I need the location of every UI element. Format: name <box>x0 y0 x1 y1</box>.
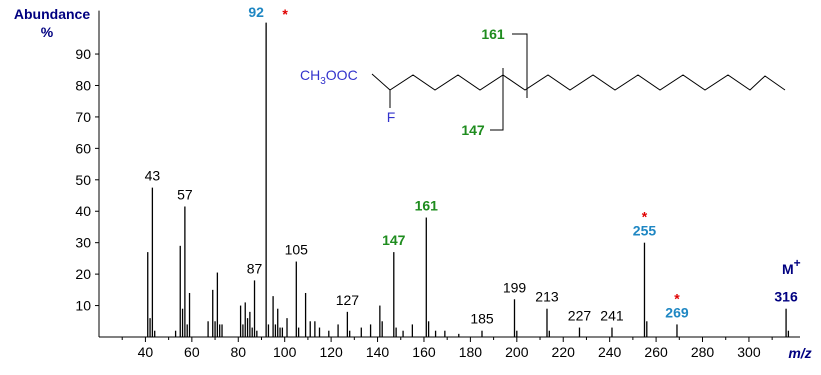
peak-label: 87 <box>247 260 263 276</box>
peak-label: 161 <box>415 198 439 214</box>
structure: CH3OOC F 161 147 <box>300 26 786 138</box>
y-axis-unit: % <box>41 24 54 40</box>
x-axis-label: m/z <box>788 345 811 361</box>
y-axis-label: Abundance <box>14 6 90 22</box>
fragment-label: 161 <box>481 26 505 42</box>
peak-label: 269 <box>665 304 689 320</box>
peak-label: 316 <box>774 289 798 305</box>
chain-bonds <box>371 73 786 91</box>
peak-label: 199 <box>503 279 527 295</box>
x-tick-label: 240 <box>598 344 622 360</box>
cleavage-bracket <box>490 68 504 131</box>
x-tick-label: 300 <box>737 344 761 360</box>
x-tick-label: 140 <box>366 344 390 360</box>
y-tick-label: 40 <box>75 203 91 219</box>
y-tick-label: 10 <box>75 298 91 314</box>
peak-label: 57 <box>177 187 193 203</box>
peak-label: 213 <box>535 289 559 305</box>
peak-label: 43 <box>145 168 161 184</box>
x-tick-label: 40 <box>138 344 154 360</box>
x-tick-label: 180 <box>459 344 483 360</box>
peak-label: 255 <box>633 223 657 239</box>
substituent: F <box>387 109 396 125</box>
x-tick-label: 80 <box>230 344 246 360</box>
x-tick-label: 100 <box>273 344 297 360</box>
y-tick-label: 80 <box>75 77 91 93</box>
ester-text: CH <box>300 67 320 83</box>
x-tick-label: 220 <box>552 344 576 360</box>
star: * <box>674 290 680 306</box>
ester-group: CH3OOC <box>300 67 358 87</box>
peak-label: 227 <box>568 308 592 324</box>
ester-subscript: 3 <box>320 76 326 87</box>
x-tick-label: 280 <box>691 344 715 360</box>
x-tick-label: 260 <box>644 344 668 360</box>
peak-label: 185 <box>470 311 494 327</box>
star: * <box>642 209 648 225</box>
peak-label: 241 <box>600 308 624 324</box>
molecular-ion-label: M+ <box>782 256 801 277</box>
peak-label: 105 <box>285 242 309 258</box>
star: * <box>282 6 288 22</box>
x-tick-label: 160 <box>412 344 436 360</box>
x-tick-label: 200 <box>505 344 529 360</box>
x-tick-label: 120 <box>319 344 343 360</box>
molecular-ion-text: M <box>782 261 794 277</box>
x-tick-label: 60 <box>184 344 200 360</box>
y-tick-label: 90 <box>75 46 91 62</box>
y-tick-label: 50 <box>75 172 91 188</box>
peak-label: 147 <box>382 232 406 248</box>
peak-label: 127 <box>336 292 360 308</box>
ester-text: OOC <box>326 67 358 83</box>
y-tick-label: 60 <box>75 140 91 156</box>
molecular-ion-sup: + <box>794 256 801 270</box>
fragment-label: 147 <box>461 122 485 138</box>
y-tick-label: 20 <box>75 266 91 282</box>
peak-label: 92 <box>248 4 264 20</box>
cleavage-bracket <box>512 33 528 98</box>
y-tick-label: 30 <box>75 235 91 251</box>
y-tick-label: 70 <box>75 109 91 125</box>
